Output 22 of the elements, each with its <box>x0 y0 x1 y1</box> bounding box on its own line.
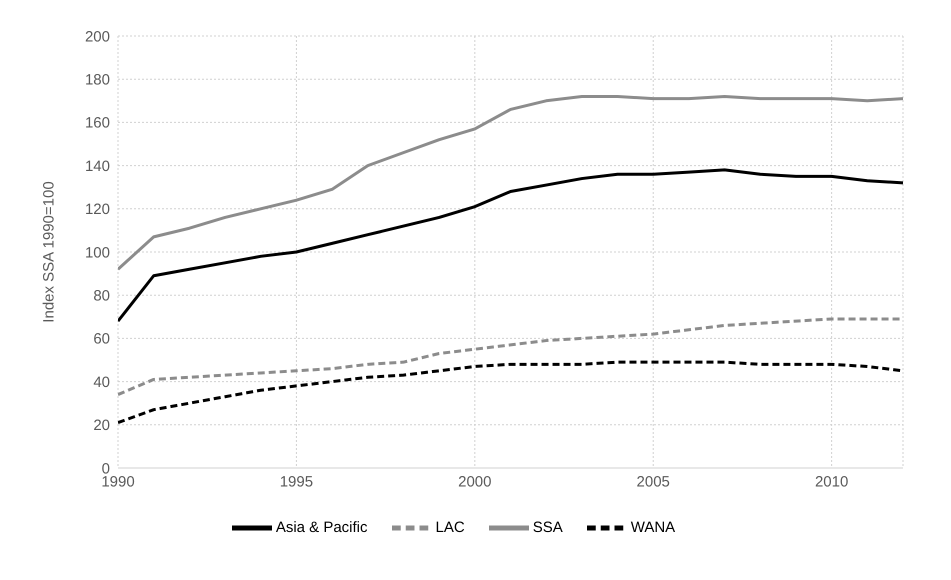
y-tick-label: 60 <box>93 330 110 348</box>
legend-label: LAC <box>436 518 465 536</box>
legend-label: SSA <box>532 518 563 536</box>
y-tick-label: 100 <box>84 244 110 262</box>
legend-label: Asia & Pacific <box>276 518 368 536</box>
line-series <box>118 168 903 323</box>
y-tick-label: 40 <box>93 374 110 391</box>
x-tick-label: 2010 <box>814 474 848 491</box>
line-series <box>118 94 903 271</box>
line-series <box>118 360 903 424</box>
y-tick-label: 200 <box>84 28 110 46</box>
y-tick-label: 80 <box>93 288 110 305</box>
legend-label: WANA <box>630 518 676 536</box>
y-tick-label: 20 <box>93 417 110 434</box>
x-tick-label: 2005 <box>636 474 670 491</box>
y-tick-label: 160 <box>84 114 110 132</box>
x-tick-label: 1995 <box>280 474 314 491</box>
y-tick-label: 120 <box>84 201 110 218</box>
y-axis-title: Index SSA 1990=100 <box>40 181 58 323</box>
x-tick-label: 2000 <box>458 474 492 491</box>
y-tick-label: 140 <box>84 158 110 175</box>
y-tick-label: 180 <box>84 72 110 89</box>
